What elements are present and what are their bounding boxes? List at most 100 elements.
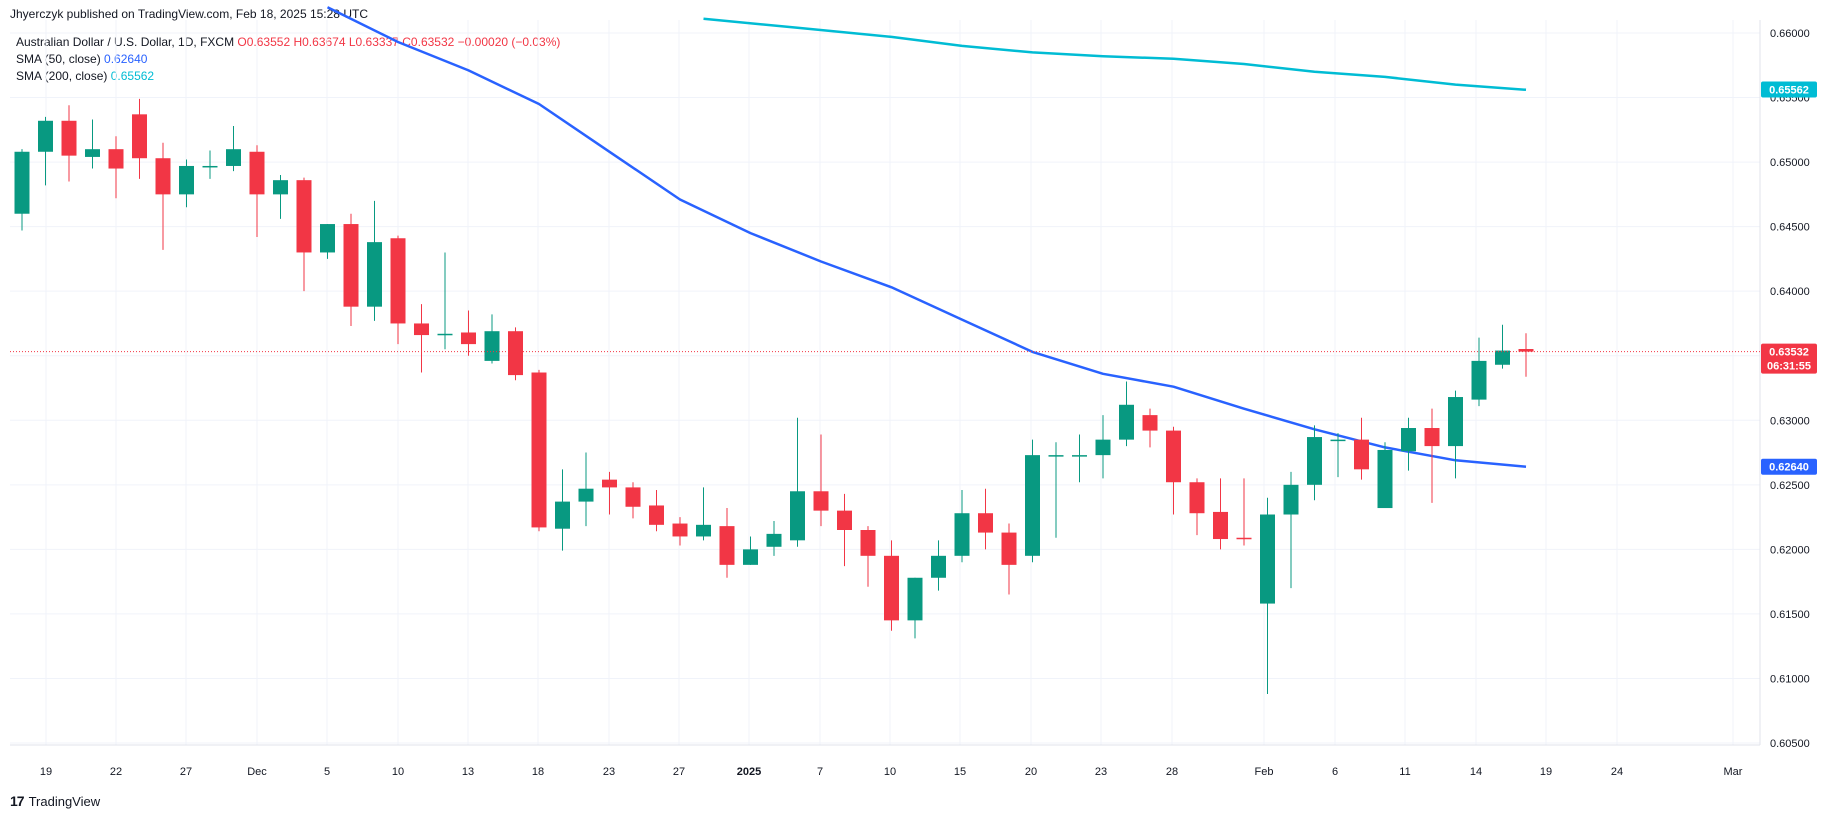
candle — [249, 145, 265, 237]
x-tick-label: 5 — [324, 766, 330, 778]
candle-body — [672, 523, 688, 537]
x-tick-label: 19 — [40, 766, 52, 778]
x-tick-label: 6 — [1332, 766, 1338, 778]
candle-body — [1283, 484, 1299, 515]
candle-body — [884, 555, 899, 621]
candle — [1471, 337, 1487, 407]
candle — [273, 175, 288, 219]
sma200-price-tag-value: 0.65562 — [1769, 85, 1809, 97]
sma50-price-tag: 0.62640 — [1761, 458, 1817, 475]
candle — [672, 517, 688, 546]
sma200-price-tag-bg — [1761, 81, 1817, 98]
candle — [1048, 442, 1064, 538]
candle-body — [813, 491, 829, 511]
candle — [1354, 417, 1369, 480]
x-tick-label: 10 — [884, 766, 896, 778]
candle-body — [837, 510, 852, 530]
candle — [1518, 333, 1534, 377]
candle — [907, 577, 923, 639]
publisher-line: Jhyerczyk published on TradingView.com, … — [10, 7, 368, 21]
candle-body — [978, 513, 993, 533]
candle — [625, 482, 641, 519]
symbol-row: Australian Dollar / U.S. Dollar, 1D, FXC… — [16, 34, 560, 51]
x-tick-label: 15 — [954, 766, 966, 778]
candle — [508, 327, 523, 381]
candle-body — [1260, 514, 1275, 604]
candle-body — [1072, 455, 1087, 457]
y-tick-label: 0.66000 — [1770, 28, 1810, 40]
candle-body — [1518, 349, 1534, 352]
candle — [296, 177, 312, 292]
last-price-tag-countdown: 06:31:55 — [1767, 361, 1811, 373]
candle-body — [743, 549, 758, 565]
candle-body — [696, 524, 711, 537]
sma200-label: SMA (200, close) — [16, 69, 108, 83]
last-price-tag-value: 0.63532 — [1769, 347, 1809, 359]
x-tick-label: 23 — [603, 766, 615, 778]
x-tick-label: Feb — [1255, 766, 1274, 778]
candle-body — [320, 224, 335, 253]
candle-body — [484, 331, 500, 361]
candle-body — [273, 180, 288, 195]
footer: 17 TradingView — [10, 793, 100, 809]
y-tick-label: 0.63000 — [1770, 415, 1810, 427]
candle-body — [1307, 437, 1322, 485]
sma50-legend-row: SMA (50, close) 0.62640 — [16, 51, 560, 68]
candle — [1166, 426, 1181, 515]
candle — [1236, 478, 1252, 546]
candle — [1025, 439, 1040, 563]
candle — [1377, 442, 1393, 509]
candle-body — [1048, 455, 1064, 457]
candle-body — [1377, 449, 1393, 509]
candle-body — [1025, 455, 1040, 556]
candle-body — [249, 151, 265, 195]
x-tick-label: 7 — [817, 766, 823, 778]
candle-body — [1448, 397, 1463, 447]
candles — [14, 98, 1534, 694]
candle — [578, 452, 594, 527]
candle — [1330, 433, 1346, 478]
candle-body — [578, 488, 594, 502]
candle — [1424, 408, 1440, 503]
candle-body — [602, 479, 617, 488]
x-tick-label: 22 — [110, 766, 122, 778]
candle-body — [790, 491, 805, 541]
candle — [1307, 425, 1322, 501]
y-tick-label: 0.61000 — [1770, 673, 1810, 685]
candle — [1119, 381, 1134, 447]
candle — [108, 136, 124, 199]
sma200-line — [703, 17, 1527, 92]
candle — [132, 98, 147, 179]
ohlc-high: H0.63674 — [293, 35, 346, 49]
brand-name: TradingView — [28, 793, 101, 809]
x-tick-label: Dec — [247, 766, 267, 778]
sma50-line — [326, 6, 1527, 468]
candle — [320, 224, 335, 259]
grid — [10, 20, 1761, 746]
candle-body — [14, 151, 30, 214]
x-tick-label: 28 — [1166, 766, 1178, 778]
candle-body — [1354, 439, 1369, 470]
candle — [719, 508, 735, 578]
price-axis[interactable]: 0.660000.655000.650000.645000.640000.635… — [1770, 28, 1810, 750]
candle-body — [766, 533, 782, 547]
x-tick-label: 13 — [462, 766, 474, 778]
candle — [343, 213, 359, 327]
candle — [484, 314, 500, 364]
time-axis[interactable]: 19 22 27 Dec 5 10 13 18 23 27 2025 7 10 15 20 23 28 Feb 6 1… — [40, 766, 1743, 778]
sma50-value: 0.62640 — [104, 52, 148, 66]
candle-body — [531, 372, 547, 528]
candle — [1001, 523, 1017, 595]
x-tick-label: 19 — [1540, 766, 1552, 778]
x-tick-label: 27 — [180, 766, 192, 778]
candle — [437, 252, 453, 350]
x-tick-label: 23 — [1095, 766, 1107, 778]
candle — [813, 434, 829, 527]
candle-body — [132, 114, 147, 159]
candle-body — [1119, 404, 1134, 440]
candle-body — [202, 165, 218, 168]
x-tick-label: 24 — [1611, 766, 1623, 778]
candle-body — [296, 180, 312, 253]
candle — [38, 116, 53, 186]
